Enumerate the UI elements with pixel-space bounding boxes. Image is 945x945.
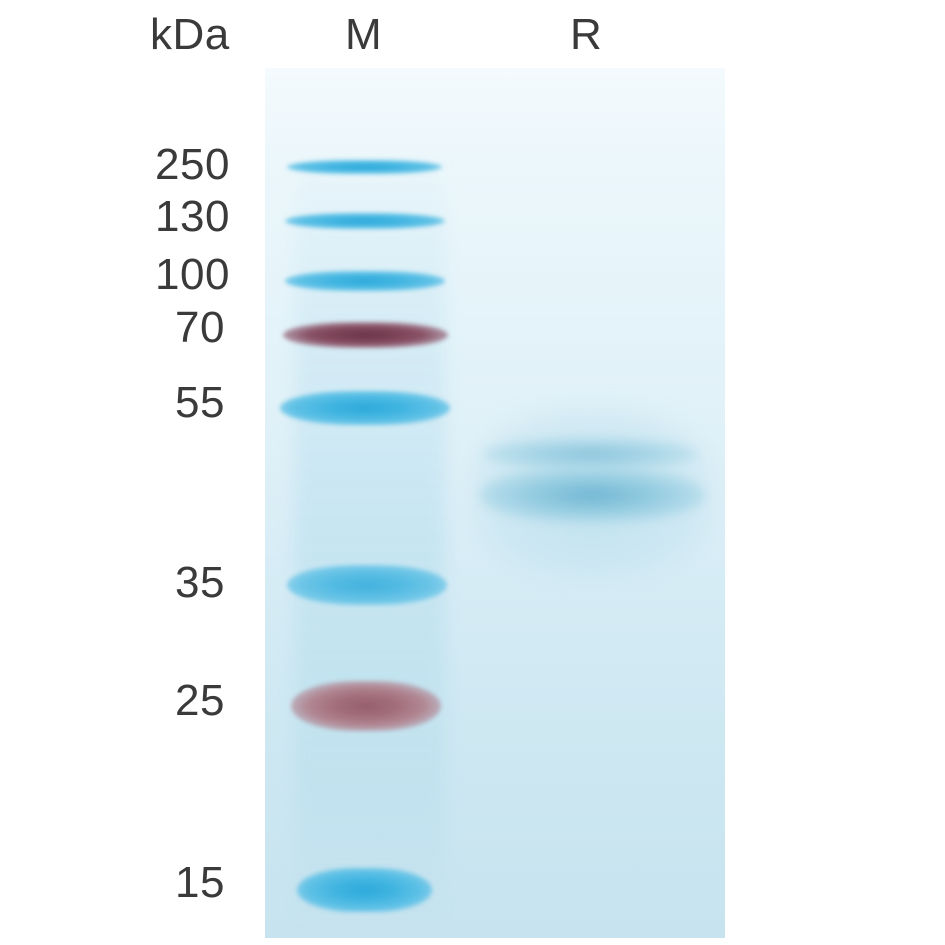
mw-label-25: 25: [175, 676, 225, 726]
mw-label-100: 100: [155, 250, 230, 300]
marker-band-55: [280, 391, 450, 425]
sample-lane-label: R: [570, 10, 602, 60]
marker-band-35: [287, 565, 447, 605]
marker-band-250: [287, 160, 442, 174]
mw-label-70: 70: [175, 303, 225, 353]
marker-lane-smear: [295, 148, 445, 928]
marker-band-70: [283, 322, 448, 348]
mw-label-35: 35: [175, 558, 225, 608]
marker-lane-label: M: [345, 10, 382, 60]
sample-band-upper: [483, 438, 698, 470]
mw-label-250: 250: [155, 140, 230, 190]
gel-header-row: kDa M R: [0, 10, 945, 60]
sample-band-main: [480, 468, 705, 522]
marker-band-15: [297, 868, 432, 912]
marker-band-25: [291, 681, 441, 731]
marker-band-130: [285, 213, 445, 229]
mw-label-55: 55: [175, 378, 225, 428]
gel-area: [265, 68, 725, 938]
marker-band-100: [285, 271, 445, 291]
mw-label-15: 15: [175, 858, 225, 908]
mw-label-130: 130: [155, 192, 230, 242]
unit-label: kDa: [150, 10, 230, 60]
